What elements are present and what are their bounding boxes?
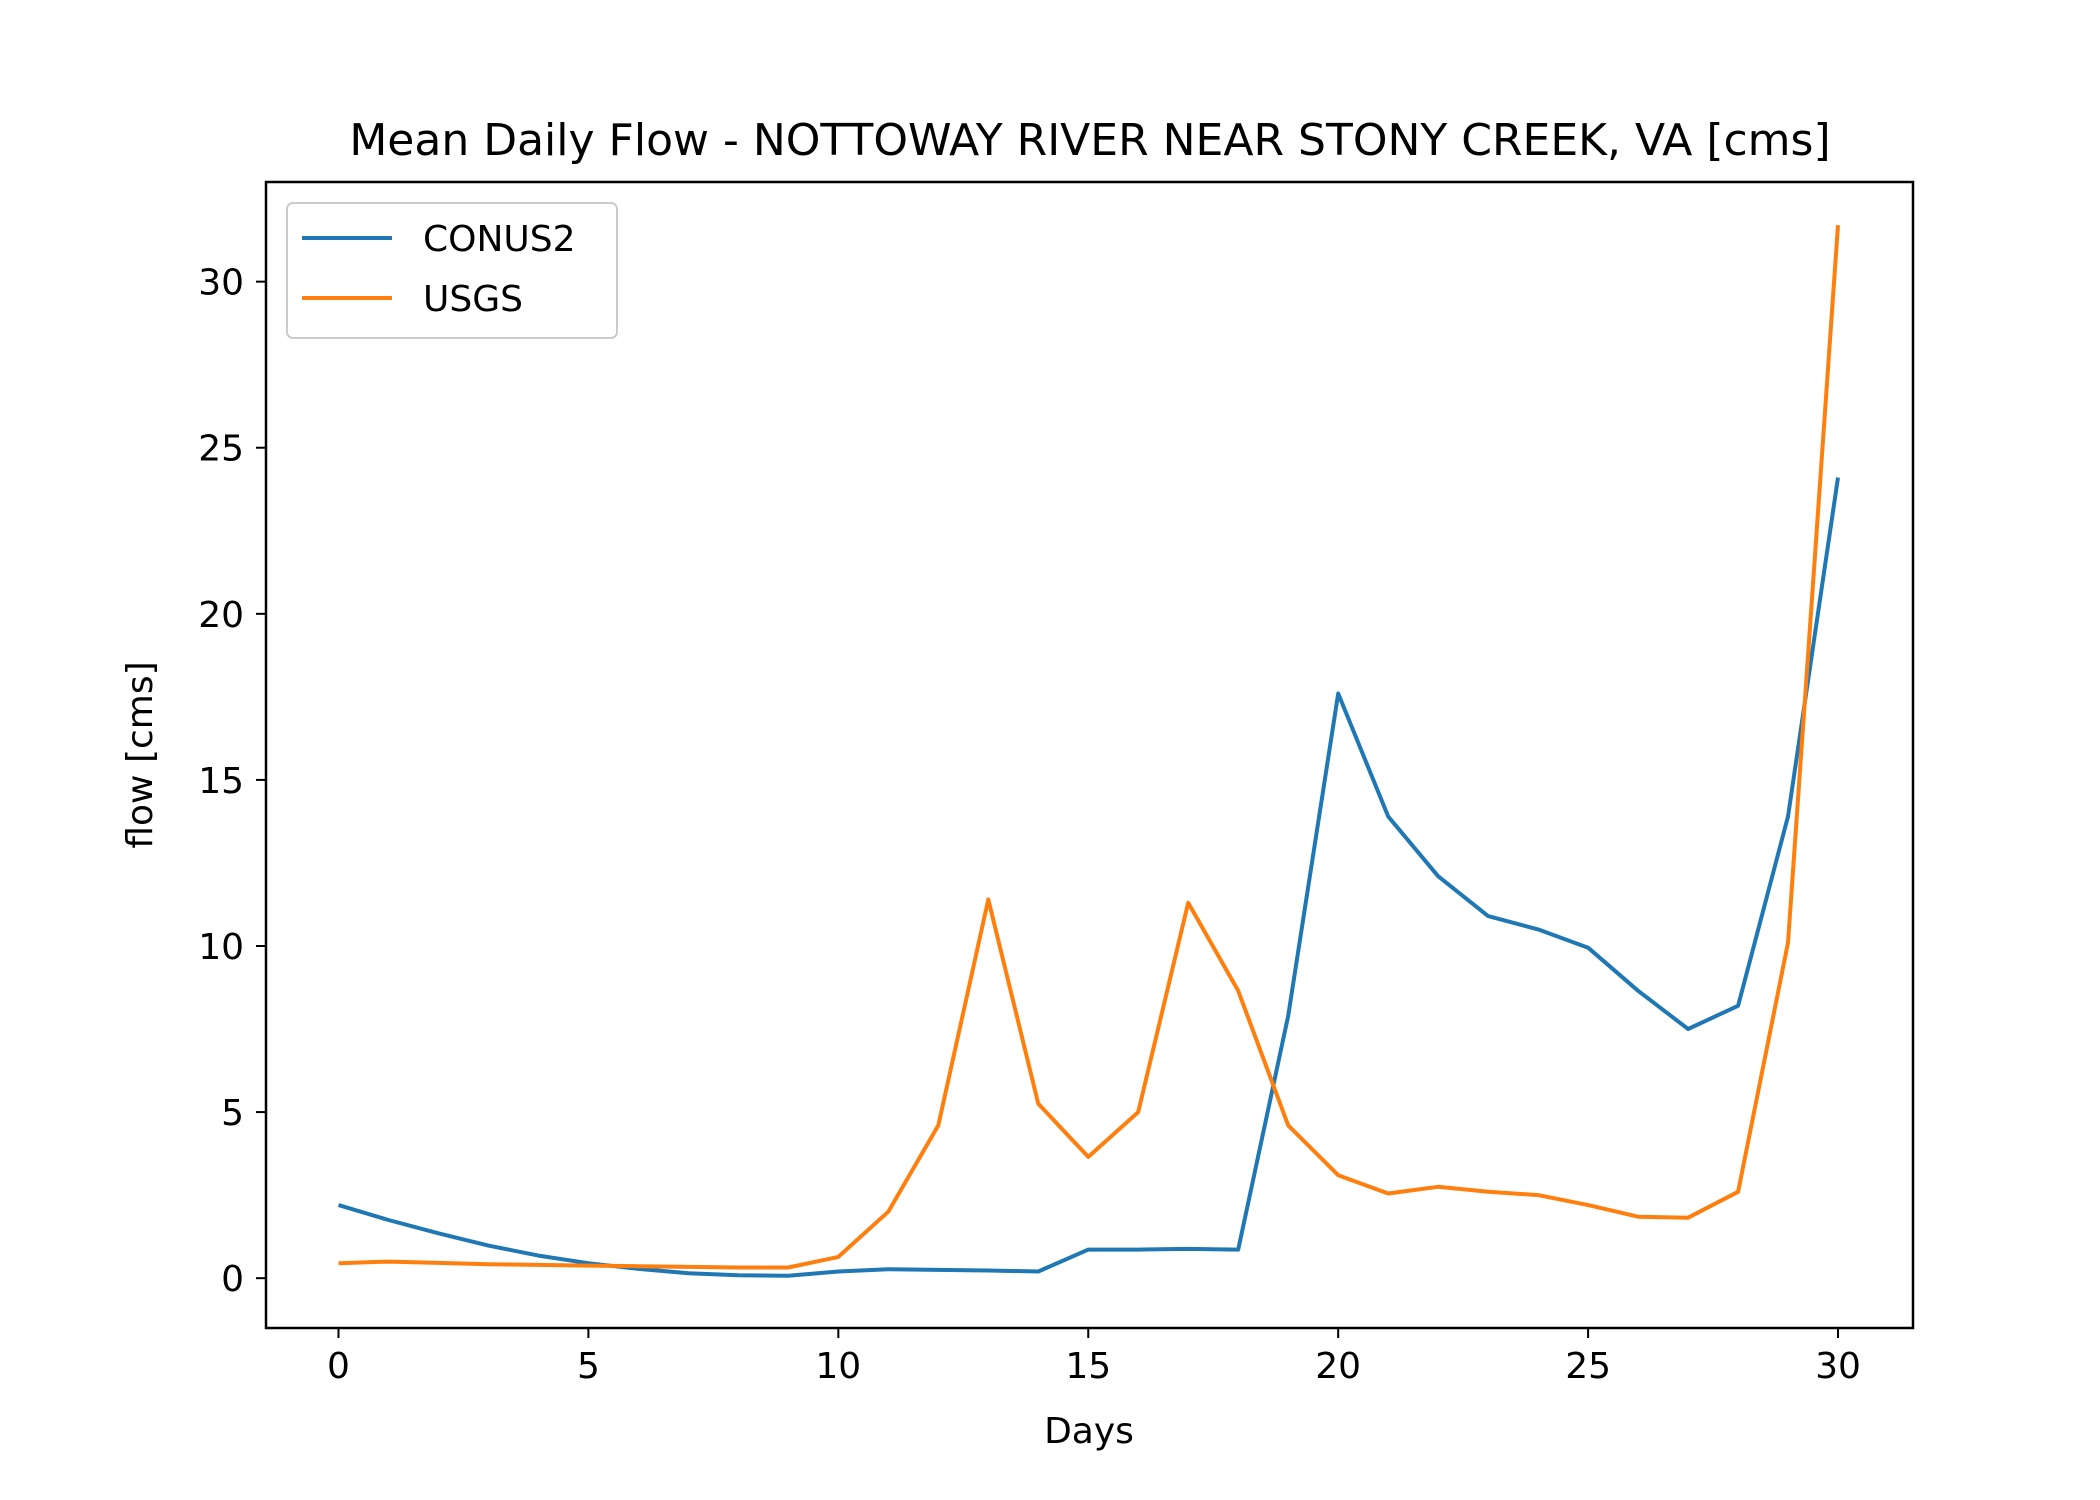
x-tick-label: 5 xyxy=(577,1346,600,1387)
series-line-usgs xyxy=(338,225,1840,1270)
y-tick-label: 0 xyxy=(221,1259,244,1300)
x-tick-label: 30 xyxy=(1815,1346,1861,1387)
legend-label-conus2: CONUS2 xyxy=(423,219,576,260)
x-tick-label: 20 xyxy=(1315,1346,1361,1387)
y-tick-label: 5 xyxy=(221,1093,244,1134)
legend: CONUS2 USGS xyxy=(286,202,618,339)
axes: 0 5 10 15 20 25 30 0 5 10 15 20 25 30 xyxy=(198,263,1861,1387)
y-tick-label: 15 xyxy=(198,761,244,802)
y-tick-label: 20 xyxy=(198,595,244,636)
x-tick-label: 10 xyxy=(815,1346,861,1387)
x-axis-label: Days xyxy=(1044,1411,1134,1452)
legend-label-usgs: USGS xyxy=(423,279,523,320)
x-tick-label: 25 xyxy=(1565,1346,1611,1387)
y-tick-label: 30 xyxy=(198,263,244,304)
plot-frame xyxy=(264,180,1915,1330)
plot-area xyxy=(337,225,1840,1278)
x-tick-label: 0 xyxy=(327,1346,350,1387)
x-tick-label: 15 xyxy=(1065,1346,1111,1387)
series-line-conus2 xyxy=(337,477,1840,1278)
y-axis-label: flow [cms] xyxy=(120,661,161,848)
y-tick-label: 10 xyxy=(198,927,244,968)
chart-title: Mean Daily Flow - NOTTOWAY RIVER NEAR ST… xyxy=(349,115,1830,166)
y-tick-label: 25 xyxy=(198,429,244,470)
